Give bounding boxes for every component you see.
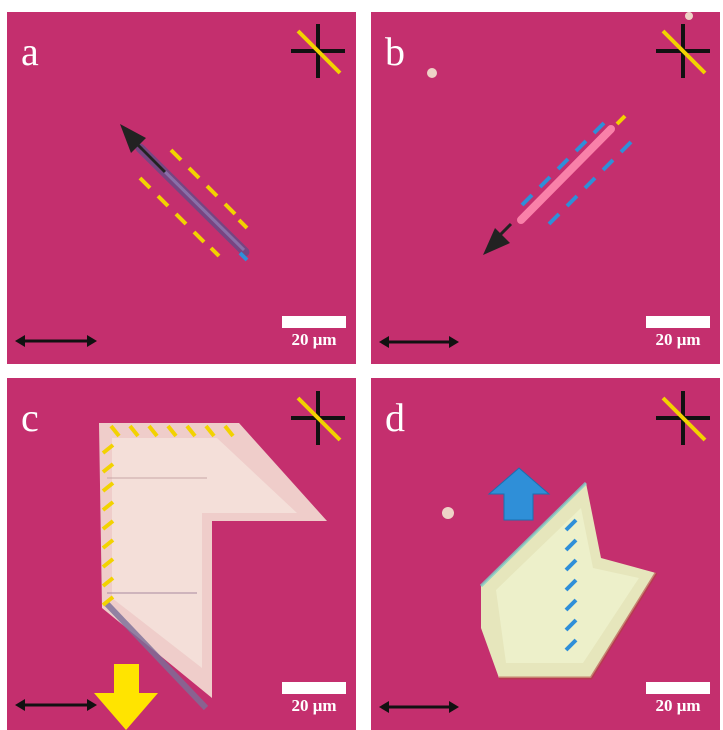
micrograph-d (371, 378, 720, 730)
panel-label-b: b (385, 29, 405, 74)
dashed-outline-d (564, 518, 578, 652)
polarizer-cross-icon (291, 391, 345, 445)
micrograph-b (371, 12, 720, 364)
scale-bar-line-c (282, 682, 346, 694)
double-arrow-icon (15, 335, 97, 347)
double-arrow-icon (379, 336, 459, 348)
panel-a: a 20 μm (7, 12, 356, 364)
double-arrow-icon (379, 701, 459, 713)
direction-arrow-icon (120, 124, 167, 174)
dashed-outline-b (520, 121, 633, 226)
micrograph-a (7, 12, 356, 364)
double-arrow-icon (15, 699, 97, 711)
polarizer-cross-icon (291, 24, 345, 78)
panel-b: b 20 μm (371, 12, 720, 364)
polarizer-cross-icon (656, 391, 710, 445)
scale-bar-line-b (646, 316, 710, 328)
scale-bar-a: 20 μm (282, 316, 346, 348)
scale-bar-c: 20 μm (282, 682, 346, 714)
scale-bar-line-d (646, 682, 710, 694)
direction-arrow-icon (94, 664, 158, 730)
scale-bar-line-a (282, 316, 346, 328)
scale-bar-label-b: 20 μm (655, 330, 701, 349)
dashed-outline-c (101, 424, 235, 607)
polarizer-cross-icon (656, 24, 710, 78)
panel-label-d: d (385, 395, 405, 440)
panel-c: c 20 μm (7, 378, 356, 730)
scale-bar-d: 20 μm (646, 682, 710, 714)
direction-arrow-icon (487, 467, 551, 521)
dashed-outline-a (138, 148, 249, 258)
crystal-rod-b (517, 125, 615, 224)
scale-bar-label-d: 20 μm (655, 696, 701, 715)
panel-d: d 20 μm (371, 378, 720, 730)
micrograph-c (7, 378, 356, 730)
scale-bar-b: 20 μm (646, 316, 710, 348)
scale-bar-label-a: 20 μm (291, 330, 337, 349)
panel-label-c: c (21, 395, 39, 440)
scale-bar-label-c: 20 μm (291, 696, 337, 715)
panel-label-a: a (21, 29, 39, 74)
direction-arrow-icon (483, 222, 513, 255)
substrate-b (371, 12, 720, 364)
